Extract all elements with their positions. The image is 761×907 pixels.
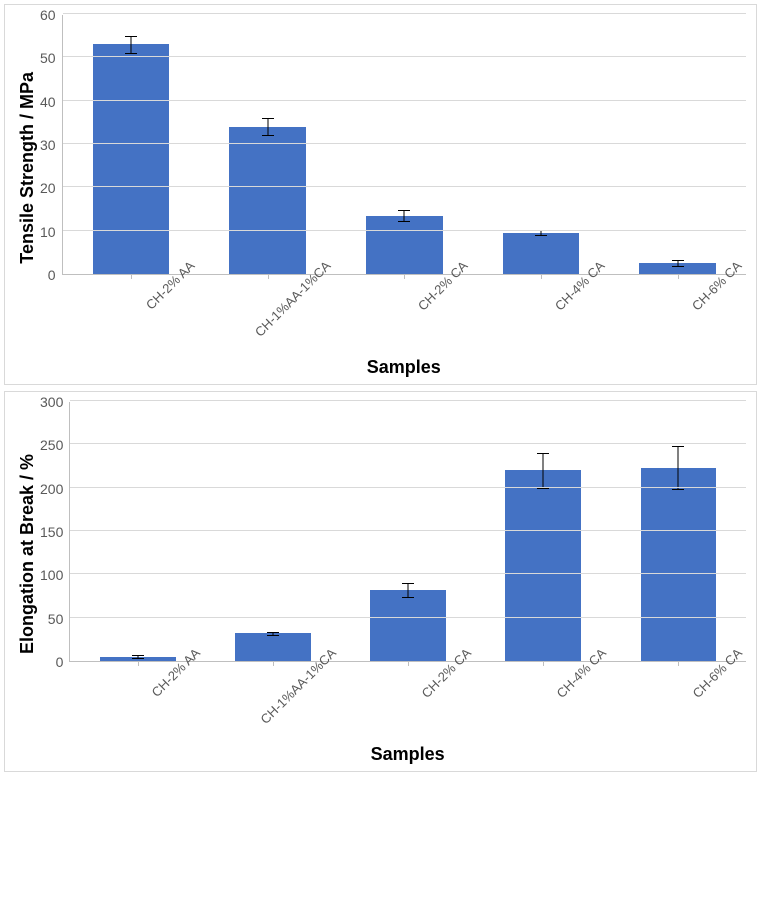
x-tick-label: CH-6% CA [638,645,761,790]
error-bar [543,453,544,488]
error-cap [262,135,274,136]
chart-a-panel: Tensile Strength (A) Tensile Strength / … [4,4,757,385]
error-cap [672,266,684,267]
chart-b-plotwrap: CH-2% AACH-1%AA-1%CACH-2% CACH-4% CACH-6… [69,402,746,767]
bar-slot [70,402,205,661]
bar-slot [476,402,611,661]
bar-slot [63,15,200,274]
x-tick-label: CH-1%AA-1%CA [232,645,377,790]
gridline [63,143,746,144]
chart-b-yticks: 300250200150100500 [40,402,69,662]
x-tick-label: CH-1%AA-1%CA [227,258,373,404]
x-tickmark [131,274,132,279]
error-cap [262,118,274,119]
x-tickmark [678,274,679,279]
gridline [70,443,746,444]
x-tick-label: CH-2% CA [368,645,513,790]
error-cap [125,53,137,54]
gridline [63,100,746,101]
bar-slot [609,15,746,274]
error-bar [130,36,131,53]
x-tickmark [678,661,679,666]
chart-a-xticks: CH-2% AACH-1%AA-1%CACH-2% CACH-4% CACH-6… [62,287,746,357]
bar [229,127,306,274]
gridline [63,186,746,187]
chart-a-ylabel: Tensile Strength / MPa [15,72,40,264]
bar [366,216,443,275]
chart-a-yticks: 6050403020100 [40,15,62,275]
chart-a-plot [62,15,746,275]
error-cap [535,235,547,236]
error-cap [132,655,144,656]
error-cap [267,635,279,636]
chart-a-bars [63,15,746,274]
gridline [70,573,746,574]
error-cap [537,488,549,489]
x-tick-label: CH-2% CA [363,258,509,404]
bar [370,590,446,661]
bar-slot [473,15,610,274]
error-bar [267,118,268,135]
x-tick-label: CH-6% CA [637,258,761,404]
bar-slot [336,15,473,274]
bar-slot [611,402,746,661]
x-tick-label: CH-4% CA [503,645,648,790]
error-cap [672,446,684,447]
bar [639,263,716,274]
bar-slot [341,402,476,661]
gridline [70,487,746,488]
error-cap [125,36,137,37]
gridline [63,13,746,14]
error-cap [402,597,414,598]
chart-b-panel: Elongation at Break (B) Elongation at Br… [4,391,757,772]
x-tickmark [273,661,274,666]
bar-slot [205,402,340,661]
error-bar [404,210,405,220]
gridline [63,230,746,231]
error-cap [398,210,410,211]
chart-a-plotwrap: CH-2% AACH-1%AA-1%CACH-2% CACH-4% CACH-6… [62,15,746,380]
gridline [70,400,746,401]
bar [641,468,717,661]
chart-b-ylabel: Elongation at Break / % [15,454,40,654]
error-cap [672,260,684,261]
error-bar [408,583,409,597]
chart-b-bars [70,402,746,661]
gridline [63,56,746,57]
x-tick-label: CH-2% AA [97,645,242,790]
error-cap [537,453,549,454]
error-cap [402,583,414,584]
gridline [70,617,746,618]
chart-b-plot [69,402,746,662]
x-tickmark [268,274,269,279]
x-tick-label: CH-4% CA [500,258,646,404]
x-tickmark [404,274,405,279]
bar-slot [199,15,336,274]
x-tickmark [138,661,139,666]
bar [235,633,311,661]
error-cap [398,221,410,222]
chart-b-body: Elongation at Break / % 3002502001501005… [15,402,746,767]
error-cap [267,632,279,633]
x-tickmark [541,274,542,279]
bar [93,44,170,274]
x-tickmark [543,661,544,666]
error-cap [132,658,144,659]
error-cap [672,489,684,490]
bar [505,470,581,661]
chart-b-xticks: CH-2% AACH-1%AA-1%CACH-2% CACH-4% CACH-6… [69,674,746,744]
error-bar [678,446,679,489]
chart-a-body: Tensile Strength / MPa 6050403020100 CH-… [15,15,746,380]
gridline [70,530,746,531]
x-tick-label: CH-2% AA [90,258,236,404]
x-tickmark [408,661,409,666]
bar [503,233,580,274]
